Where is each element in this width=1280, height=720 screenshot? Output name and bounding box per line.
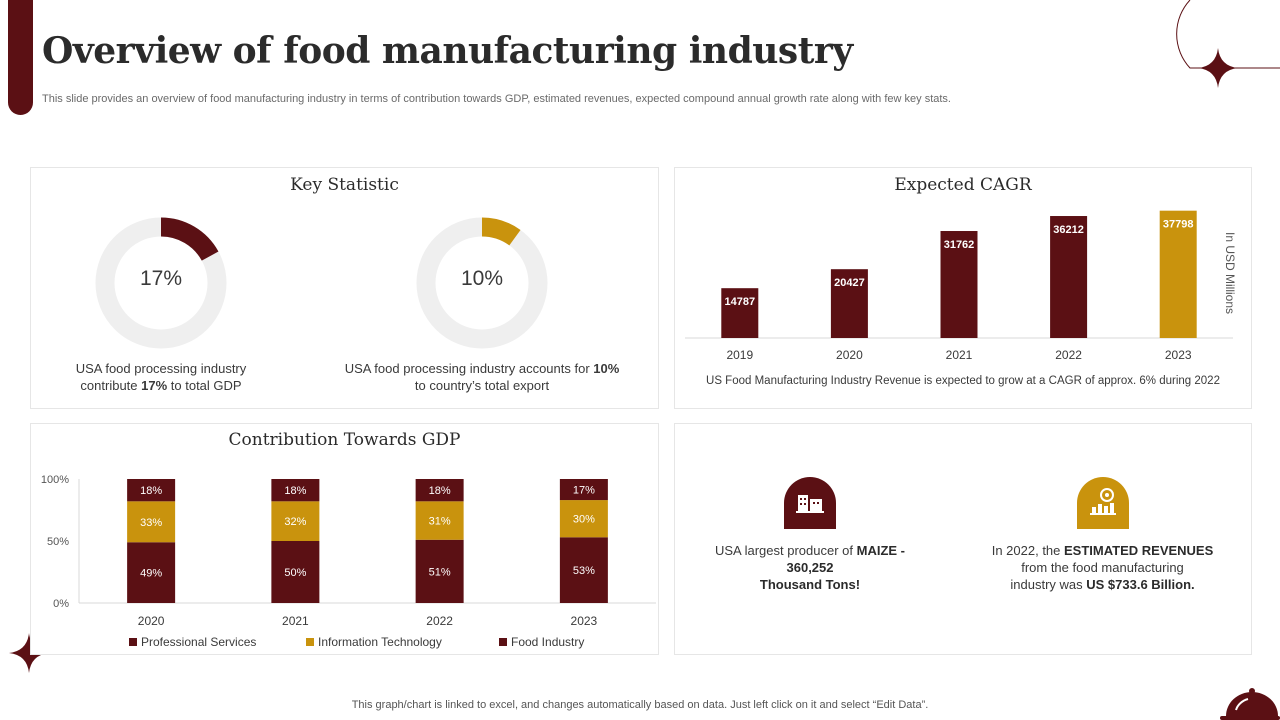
gdp-y-tick-label: 0% — [53, 598, 69, 610]
legend-swatch — [306, 638, 314, 646]
cagr-bar-value-label: 14787 — [725, 296, 756, 308]
gdp-bar-segment — [271, 479, 320, 502]
gdp-stacked-bar-chart: 0% 50% 100% 49% 33% 18% 2020 50% 32% 18% 2021 51% 31… — [41, 474, 656, 649]
legend-label: Information Technology — [318, 635, 442, 649]
gdp-segment-value-label: 17% — [573, 485, 595, 497]
footer-note: This graph/chart is linked to excel, and… — [351, 699, 929, 711]
gdp-donut-chart: 17% — [95, 217, 227, 349]
gdp-segment-value-label: 33% — [140, 517, 162, 529]
maize-fact-text: USA largest producer of MAIZE - 360,252 … — [714, 543, 906, 592]
legend-label: Food Industry — [511, 635, 584, 649]
cagr-bar-2020 — [830, 269, 868, 338]
page-subtitle: This slide provides an overview of food … — [42, 93, 951, 105]
decorative-arc-star-icon — [1176, 0, 1280, 88]
donut-value-arc — [416, 217, 548, 349]
gdp-bar-segment — [271, 501, 320, 541]
gdp-bar-segment — [415, 479, 464, 502]
donut-value-arc — [95, 217, 227, 349]
gdp-bar-segment — [559, 500, 608, 538]
cagr-bar-2019 — [721, 288, 759, 338]
revenue-fact-text: In 2022, the ESTIMATED REVENUES from the… — [991, 543, 1214, 592]
cagr-bar-2023 — [1159, 210, 1197, 338]
cagr-bar-value-label: 20427 — [834, 277, 865, 289]
cagr-bar-value-label: 31762 — [944, 239, 975, 251]
gdp-y-tick-label: 100% — [41, 474, 69, 486]
cagr-chart-title: Expected CAGR — [894, 175, 1032, 195]
gdp-x-tick-label: 2022 — [426, 614, 453, 628]
cagr-bar-2021 — [940, 231, 978, 338]
gdp-x-tick-label: 2020 — [138, 614, 165, 628]
gdp-donut-caption: USA food processing industry contribute … — [75, 361, 247, 393]
legend-label: Professional Services — [141, 635, 256, 649]
key-facts-panel: USA largest producer of MAIZE - 360,252 … — [674, 423, 1252, 655]
cagr-x-tick-label: 2022 — [1055, 348, 1082, 362]
legend-swatch — [499, 638, 507, 646]
gdp-segment-value-label: 30% — [573, 514, 595, 526]
gdp-segment-value-label: 31% — [429, 516, 451, 528]
cagr-bar-value-label: 37798 — [1163, 219, 1194, 231]
cagr-x-tick-label: 2023 — [1165, 348, 1192, 362]
decorative-star-icon — [9, 633, 49, 673]
gdp-segment-value-label: 53% — [573, 565, 595, 577]
gdp-segment-value-label: 18% — [429, 485, 451, 497]
cagr-x-tick-label: 2020 — [836, 348, 863, 362]
page-title: Overview of food manufacturing industry — [42, 30, 853, 72]
gdp-segment-value-label: 18% — [140, 485, 162, 497]
gdp-bar-segment — [127, 479, 176, 502]
gdp-bar-segment — [271, 541, 320, 603]
export-donut-caption: USA food processing industry accounts fo… — [344, 361, 620, 393]
gdp-y-tick-label: 50% — [47, 536, 69, 548]
gdp-x-tick-label: 2023 — [571, 614, 598, 628]
cagr-bar-2022 — [1050, 216, 1088, 338]
gdp-x-tick-label: 2021 — [282, 614, 309, 628]
cagr-bar-value-label: 36212 — [1053, 224, 1084, 236]
donut-value-label: 17% — [139, 267, 183, 290]
expected-cagr-panel: Expected CAGR 14787 2019 20427 2020 31762 202… — [674, 167, 1252, 409]
gdp-bar-segment — [415, 501, 464, 540]
title-accent-bar — [8, 0, 33, 115]
gdp-segment-value-label: 49% — [140, 568, 162, 580]
food-cloche-icon — [1220, 688, 1280, 720]
gdp-segment-value-label: 32% — [284, 516, 306, 528]
cagr-bar-chart: 14787 2019 20427 2020 31762 2021 36212 2022 3779… — [685, 210, 1233, 362]
cagr-x-tick-label: 2021 — [946, 348, 973, 362]
legend-swatch — [129, 638, 137, 646]
gdp-contribution-panel: Contribution Towards GDP 0% 50% 100% 49% 33%… — [30, 423, 659, 655]
gdp-bar-segment — [127, 542, 176, 603]
factory-icon — [784, 477, 836, 529]
cagr-y-axis-label: In USD Millions — [1223, 231, 1237, 315]
gdp-bar-segment — [559, 537, 608, 603]
cagr-x-tick-label: 2019 — [726, 348, 753, 362]
gdp-bar-segment — [127, 501, 176, 543]
cagr-note: US Food Manufacturing Industry Revenue i… — [706, 375, 1220, 387]
export-donut-chart: 10% — [416, 217, 548, 349]
gdp-bar-segment — [559, 479, 608, 501]
key-statistic-panel: Key Statistic 17% USA food processing in… — [30, 167, 659, 409]
revenue-growth-icon — [1077, 477, 1129, 529]
gdp-segment-value-label: 51% — [429, 566, 451, 578]
donut-value-label: 10% — [460, 267, 504, 290]
key-statistic-title: Key Statistic — [290, 175, 399, 195]
gdp-bar-segment — [415, 539, 464, 603]
gdp-segment-value-label: 18% — [284, 485, 306, 497]
gdp-segment-value-label: 50% — [284, 567, 306, 579]
gdp-chart-title: Contribution Towards GDP — [228, 430, 461, 450]
